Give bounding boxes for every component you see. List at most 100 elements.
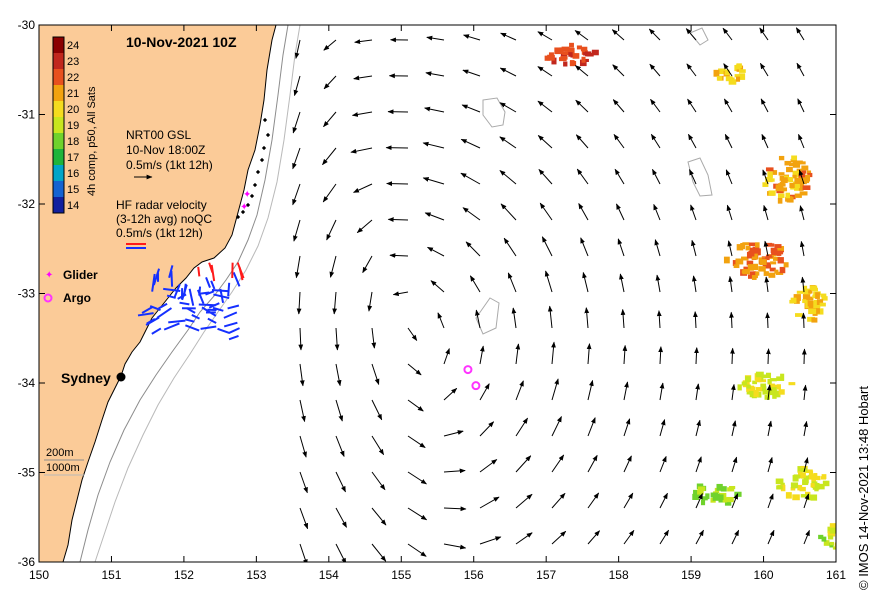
current-vector xyxy=(801,312,807,329)
sst-pixel xyxy=(769,384,778,389)
current-vector xyxy=(292,147,301,170)
sst-pixel xyxy=(785,192,791,199)
current-vector xyxy=(443,506,467,512)
sst-pixel xyxy=(735,76,741,82)
current-vector xyxy=(354,39,373,44)
seamount-outline xyxy=(687,157,713,197)
sst-pixel xyxy=(820,293,827,298)
current-vector xyxy=(655,274,661,293)
current-vector xyxy=(723,98,733,113)
sst-pixel xyxy=(567,47,575,55)
sst-pixel xyxy=(811,317,818,323)
sst-pixel xyxy=(812,294,818,299)
sst-pixel xyxy=(568,52,573,57)
glider-track-point xyxy=(252,182,258,188)
sst-pixel xyxy=(700,499,706,506)
colorbar-cell xyxy=(53,53,64,69)
y-tick-label: -33 xyxy=(18,287,36,301)
glider-track-point xyxy=(245,202,251,208)
current-vector xyxy=(422,141,445,149)
argo-float-icon xyxy=(471,381,481,391)
sst-pixel xyxy=(793,299,800,304)
sst-pixel xyxy=(560,56,568,60)
sst-pixel xyxy=(776,246,785,251)
hf-vector xyxy=(179,301,190,306)
sst-pixel xyxy=(734,74,741,78)
current-vector xyxy=(659,492,668,509)
current-vector xyxy=(537,100,553,113)
current-vector xyxy=(802,384,808,401)
current-vector xyxy=(723,63,733,77)
sst-pixel xyxy=(775,390,781,398)
sst-pixel xyxy=(710,492,719,498)
colorbar-tick-label: 24 xyxy=(67,40,79,52)
x-tick-label: 150 xyxy=(29,568,49,582)
current-vector xyxy=(766,384,772,401)
hf-vector xyxy=(238,266,244,281)
glider-track-point xyxy=(261,145,267,151)
hf-legend-line-2: (3-12h avg) noQC xyxy=(116,212,212,226)
sst-pixel xyxy=(823,540,830,546)
sst-pixel xyxy=(741,381,748,386)
current-vector xyxy=(689,169,697,185)
sst-pixel xyxy=(794,187,800,191)
sst-pixel xyxy=(778,172,785,176)
current-vector xyxy=(294,39,301,59)
current-vector xyxy=(407,363,422,376)
sst-pixel xyxy=(815,475,821,481)
current-vector xyxy=(803,529,810,545)
x-tick-label: 160 xyxy=(754,568,774,582)
current-vector xyxy=(351,111,373,117)
current-vector xyxy=(323,75,337,90)
glider-track-point xyxy=(255,169,261,175)
sst-pixel xyxy=(559,47,564,54)
current-vector xyxy=(650,133,661,149)
sst-pixel xyxy=(732,260,738,266)
current-vector xyxy=(690,204,697,221)
current-vector xyxy=(407,471,427,485)
sst-pixel xyxy=(811,287,818,292)
current-vector xyxy=(731,529,740,545)
current-vector xyxy=(443,348,450,365)
sst-pixel xyxy=(810,483,815,488)
current-vector xyxy=(582,271,589,293)
sst-pixel xyxy=(751,275,757,280)
hf-vector xyxy=(228,327,240,334)
current-vector xyxy=(659,382,665,401)
colorbar-tick-label: 16 xyxy=(67,168,79,180)
hf-legend-line-1: HF radar velocity xyxy=(116,198,207,212)
sst-pixel xyxy=(753,390,759,397)
current-vector xyxy=(332,291,338,315)
current-vector xyxy=(730,347,735,365)
sst-pixel xyxy=(563,61,568,67)
colorbar-tick-label: 18 xyxy=(67,136,79,148)
x-tick-label: 158 xyxy=(609,568,629,582)
current-vector xyxy=(469,275,481,293)
current-vector xyxy=(500,32,517,41)
argo-legend-label: Argo xyxy=(63,291,91,305)
hf-vector xyxy=(166,294,176,299)
current-vector xyxy=(515,417,528,437)
current-vector xyxy=(500,203,517,221)
sst-pixel xyxy=(795,313,803,317)
hf-vector xyxy=(210,264,216,282)
current-vector xyxy=(427,246,445,257)
current-vector xyxy=(580,237,589,257)
sst-pixel xyxy=(551,57,557,65)
sst-pixel xyxy=(748,250,755,257)
sst-pixel xyxy=(780,177,788,184)
current-vector xyxy=(299,507,309,530)
colorbar-tick-label: 21 xyxy=(67,88,79,100)
nrt-legend-line-3: 0.5m/s (1kt 12h) xyxy=(126,158,213,172)
current-vector xyxy=(796,62,805,77)
current-vector xyxy=(760,98,769,113)
current-vector xyxy=(322,147,337,166)
sst-pixel xyxy=(705,493,710,500)
sst-pixel xyxy=(806,494,815,501)
sst-pixel xyxy=(829,523,836,530)
sst-pixel xyxy=(741,256,749,261)
hf-vector xyxy=(205,290,215,296)
sst-pixel xyxy=(569,42,574,48)
y-tick-label: -30 xyxy=(18,18,36,32)
